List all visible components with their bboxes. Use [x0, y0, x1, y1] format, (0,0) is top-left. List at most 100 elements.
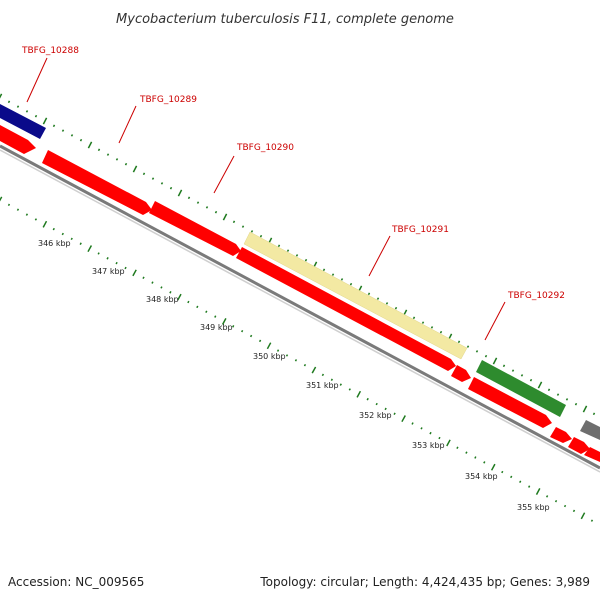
scale-tick	[438, 436, 441, 440]
scale-tick	[221, 318, 227, 325]
lower-strand-features	[0, 125, 600, 462]
scale-tick	[61, 232, 64, 236]
kbp-label: 349 kbp	[200, 323, 233, 332]
scale-tick	[151, 281, 154, 284]
scale-tick	[106, 257, 109, 260]
scale-tick	[241, 329, 244, 333]
gene-label-TBFG_10290[interactable]: TBFG_10290	[236, 143, 294, 153]
scale-tick	[70, 237, 73, 241]
scale-tick	[124, 266, 127, 270]
scale-tick	[545, 495, 549, 498]
scale-tick	[169, 291, 172, 294]
kbp-label: 351 kbp	[306, 381, 339, 390]
gene-label-TBFG_10288[interactable]: TBFG_10288	[21, 46, 79, 56]
scale-tick	[582, 405, 588, 413]
cds-arrow[interactable]	[451, 365, 471, 382]
scale-tick	[214, 210, 218, 214]
scale-tick	[160, 182, 164, 185]
scale-tick	[42, 117, 48, 125]
scale-tick	[303, 363, 307, 367]
scale-tick	[7, 100, 11, 104]
scale-tick	[266, 342, 272, 350]
scale-tick	[169, 186, 173, 190]
scale-tick	[0, 93, 3, 99]
scale-tick	[466, 345, 470, 348]
scale-tick	[124, 162, 128, 166]
scale-tick	[565, 398, 569, 401]
scale-tick	[97, 148, 101, 152]
scale-tick	[394, 306, 398, 310]
kbp-label: 347 kbp	[92, 267, 125, 276]
cds-arrow[interactable]	[0, 125, 36, 154]
gene-TBFG_10291-feature[interactable]	[243, 231, 468, 360]
scale-tick	[97, 252, 100, 255]
cds-arrow[interactable]	[236, 247, 456, 371]
scale-tick	[572, 509, 576, 513]
scale-tick	[160, 286, 163, 289]
scale-tick	[276, 349, 280, 352]
scale-tick	[331, 273, 335, 276]
scale-tick	[52, 124, 56, 128]
scale-tick	[483, 461, 486, 464]
gene-label-TBFG_10292[interactable]: TBFG_10292	[507, 291, 565, 301]
scale-tick	[563, 504, 567, 508]
genome-summary-text: Topology: circular; Length: 4,424,435 bp…	[259, 575, 590, 589]
scale-tick	[393, 412, 396, 415]
gene-gray-feature[interactable]	[580, 420, 600, 440]
scale-tick	[196, 201, 200, 204]
backbone	[0, 144, 600, 473]
scale-tick	[34, 218, 38, 221]
scale-tick	[16, 105, 20, 108]
scale-tick	[376, 297, 380, 300]
scale-tick	[70, 134, 74, 137]
scale-tick	[446, 439, 451, 447]
kbp-label: 350 kbp	[253, 352, 286, 361]
cds-arrow[interactable]	[568, 437, 590, 454]
scale-tick	[420, 427, 423, 430]
scale-tick	[349, 282, 353, 286]
scale-tick	[304, 258, 308, 262]
scale-tick	[590, 519, 594, 522]
gene-TBFG_10288-feature[interactable]	[0, 104, 46, 139]
scale-tick	[311, 366, 317, 374]
scale-tick	[520, 374, 524, 377]
scale-tick	[529, 378, 533, 382]
scale-tick	[502, 364, 506, 368]
cds-arrow[interactable]	[42, 150, 152, 215]
scale-tick	[187, 196, 191, 200]
gene-label-TBFG_10291[interactable]: TBFG_10291	[391, 225, 449, 235]
scale-tick	[25, 110, 29, 113]
scale-tick	[456, 446, 459, 449]
scale-tick	[322, 268, 326, 272]
scale-tick	[52, 227, 55, 231]
scale-tick	[42, 220, 48, 228]
gene-label-leaders	[26, 57, 506, 341]
scale-tick	[205, 206, 209, 209]
scale-tick	[330, 378, 333, 381]
scale-tick	[501, 470, 504, 474]
scale-tick	[87, 245, 93, 253]
scale-tick	[61, 129, 65, 132]
scale-tick	[87, 141, 93, 149]
scale-tick	[556, 393, 560, 396]
gene-TBFG_10292-feature[interactable]	[476, 360, 566, 417]
scale-tick	[339, 383, 342, 386]
scale-tick	[356, 390, 362, 398]
scale-tick	[7, 203, 11, 207]
scale-tick	[348, 388, 351, 391]
cds-arrow[interactable]	[550, 427, 572, 443]
scale-tick	[421, 321, 425, 324]
cds-arrow[interactable]	[584, 447, 600, 462]
scale-tick	[474, 456, 477, 459]
scale-tick	[490, 463, 496, 471]
kbp-label: 352 kbp	[359, 411, 392, 420]
scale-tick	[151, 177, 155, 180]
scale-tick	[321, 373, 325, 377]
kbp-label: 355 kbp	[517, 503, 550, 512]
scale-tick	[249, 334, 253, 338]
cds-arrow[interactable]	[149, 201, 241, 256]
gene-label-TBFG_10289[interactable]: TBFG_10289	[139, 95, 197, 105]
scale-tick	[285, 354, 289, 357]
scale-tick	[375, 402, 378, 406]
cds-arrow[interactable]	[468, 377, 552, 428]
